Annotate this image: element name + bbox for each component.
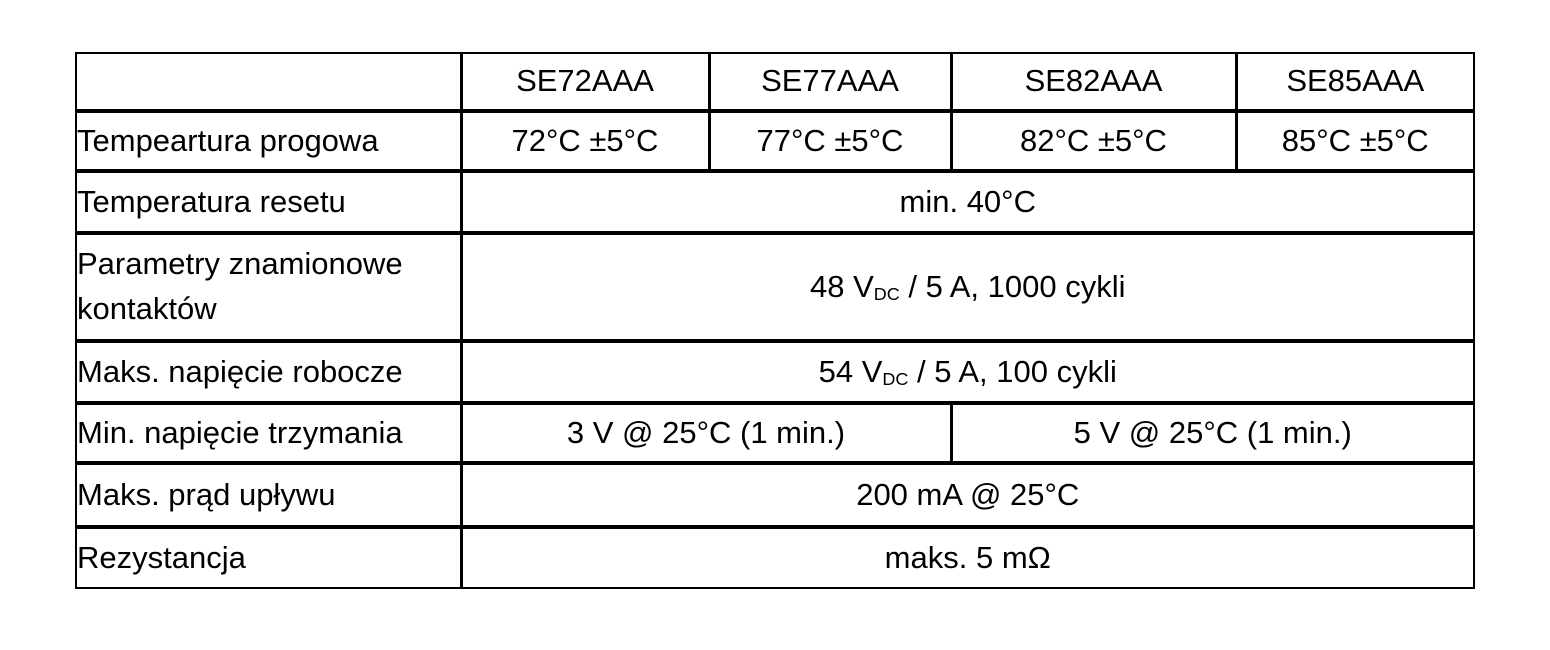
table-row-max-leakage-current: Maks. prąd upływu 200 mA @ 25°C <box>75 461 1475 529</box>
row-label-resistance: Rezystancja <box>75 525 463 589</box>
row-label-max-working-voltage: Maks. napięcie robocze <box>75 339 463 405</box>
threshold-temp-se85aaa: 85°C ±5°C <box>1234 109 1475 173</box>
table-row-contact-rating: Parametry znamionowe kontaktów 48 VDC / … <box>75 231 1475 343</box>
max-working-voltage-value-subscript: DC <box>882 368 909 389</box>
min-holding-voltage-low-models: 3 V @ 25°C (1 min.) <box>459 401 953 465</box>
threshold-temp-se77aaa: 77°C ±5°C <box>707 109 953 173</box>
spec-table: SE72AAA SE77AAA SE82AAA SE85AAA Tempeart… <box>75 52 1475 589</box>
reset-temp-value: min. 40°C <box>459 169 1475 235</box>
resistance-value: maks. 5 mΩ <box>459 525 1475 589</box>
table-row-max-working-voltage: Maks. napięcie robocze 54 VDC / 5 A, 100… <box>75 339 1475 405</box>
model-header-se85aaa: SE85AAA <box>1234 52 1475 113</box>
table-row-threshold-temp: Tempeartura progowa 72°C ±5°C 77°C ±5°C … <box>75 109 1475 173</box>
min-holding-voltage-high-models: 5 V @ 25°C (1 min.) <box>949 401 1475 465</box>
contact-rating-value-post: / 5 A, 1000 cykli <box>899 268 1126 304</box>
row-label-threshold-temp: Tempeartura progowa <box>75 109 463 173</box>
max-working-voltage-value-pre: 54 V <box>818 353 883 389</box>
table-row-min-holding-voltage: Min. napięcie trzymania 3 V @ 25°C (1 mi… <box>75 401 1475 465</box>
threshold-temp-se82aaa: 82°C ±5°C <box>949 109 1238 173</box>
contact-rating-value-subscript: DC <box>873 283 900 304</box>
row-label-contact-rating: Parametry znamionowe kontaktów <box>75 231 463 343</box>
model-header-se82aaa: SE82AAA <box>949 52 1238 113</box>
max-leakage-current-value: 200 mA @ 25°C <box>459 461 1475 529</box>
header-blank-cell <box>75 52 463 113</box>
model-header-se72aaa: SE72AAA <box>459 52 711 113</box>
row-label-max-leakage-current: Maks. prąd upływu <box>75 461 463 529</box>
row-label-reset-temp: Temperatura resetu <box>75 169 463 235</box>
threshold-temp-se72aaa: 72°C ±5°C <box>459 109 711 173</box>
model-header-se77aaa: SE77AAA <box>707 52 953 113</box>
table-row-header: SE72AAA SE77AAA SE82AAA SE85AAA <box>75 52 1475 113</box>
contact-rating-value-pre: 48 V <box>810 268 874 304</box>
max-working-voltage-value: 54 VDC / 5 A, 100 cykli <box>459 339 1475 405</box>
max-working-voltage-value-post: / 5 A, 100 cykli <box>908 353 1117 389</box>
table-row-resistance: Rezystancja maks. 5 mΩ <box>75 525 1475 589</box>
row-label-min-holding-voltage: Min. napięcie trzymania <box>75 401 463 465</box>
table-row-reset-temp: Temperatura resetu min. 40°C <box>75 169 1475 235</box>
contact-rating-value: 48 VDC / 5 A, 1000 cykli <box>459 231 1475 343</box>
